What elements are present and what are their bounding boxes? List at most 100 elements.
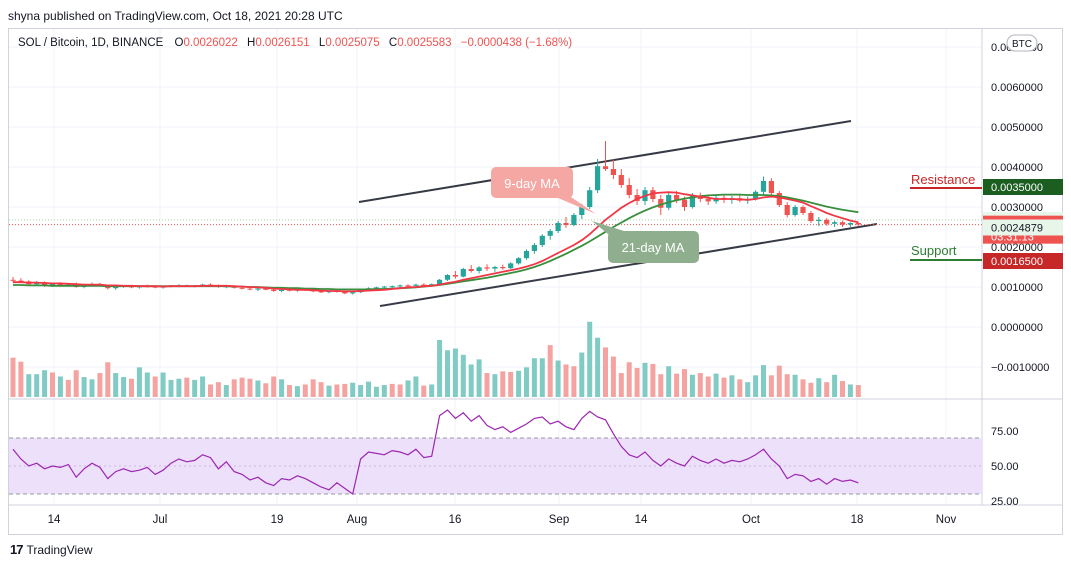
volume-bar — [855, 385, 861, 397]
rsi-tick-label: 75.00 — [991, 426, 1019, 438]
volume-bar — [231, 379, 237, 397]
volume-bar — [184, 377, 190, 397]
volume-bar — [674, 373, 680, 397]
candle-body — [342, 291, 348, 294]
candle-body — [634, 195, 640, 201]
candle-body — [468, 269, 474, 271]
volume-bar — [555, 360, 561, 397]
volume-bar — [136, 367, 142, 397]
volume-bar — [34, 374, 40, 397]
candlesticks — [10, 141, 861, 295]
candle-body — [247, 288, 253, 290]
ma21-callout-pointer — [592, 221, 624, 234]
candle-body — [650, 190, 656, 199]
candle-body — [547, 231, 553, 236]
candle-body — [57, 283, 63, 286]
volume-bar — [697, 373, 703, 397]
candle-body — [800, 207, 806, 213]
x-tick-label: 14 — [48, 514, 61, 526]
volume-bar — [768, 375, 774, 397]
volume-bar — [366, 381, 371, 397]
volume-bar — [152, 376, 158, 397]
volume-bar — [263, 383, 269, 397]
legend-close-label: C — [389, 37, 397, 49]
candle-body — [452, 275, 458, 277]
y-tick-label: 0.0000000 — [991, 322, 1043, 334]
candle-body — [531, 245, 537, 251]
volume-bar — [18, 361, 24, 397]
volume-bar — [689, 374, 695, 397]
volume-bar — [626, 362, 632, 397]
currency-badge[interactable] — [1006, 34, 1038, 52]
volume-bar — [761, 365, 766, 397]
volume-bar — [255, 380, 261, 397]
price-tag — [983, 219, 1063, 236]
moving-averages — [13, 191, 859, 293]
volume-bar — [658, 374, 664, 397]
candle-body — [405, 285, 411, 287]
candle-body — [279, 289, 285, 291]
volume-bar — [531, 358, 537, 397]
y-tick-label: 0.0040000 — [991, 162, 1043, 174]
x-tick-label: Nov — [936, 514, 957, 526]
chart-frame[interactable] — [8, 28, 1063, 535]
volume-bar — [421, 385, 427, 397]
y-tick-label: 0.0020000 — [991, 242, 1043, 254]
ma9-callout-box — [491, 167, 573, 198]
candle-body — [602, 166, 609, 169]
candle-body — [113, 286, 119, 289]
candle-body — [10, 279, 16, 281]
volume-bar — [824, 382, 830, 397]
candle-body — [555, 223, 561, 231]
candle-body — [42, 282, 48, 286]
volume-bar — [452, 348, 458, 397]
volume-bar — [215, 382, 221, 397]
candle-body — [18, 280, 24, 282]
candle-body — [832, 222, 838, 224]
volume-bar — [318, 382, 324, 397]
candle-body — [539, 235, 545, 245]
volume-bar — [271, 376, 277, 397]
legend-high: 0.0026151 — [255, 37, 309, 49]
candle-body — [413, 284, 419, 286]
volume-bar — [373, 386, 379, 397]
volume-bar — [524, 367, 529, 397]
volume-bar — [342, 383, 348, 397]
volume-bar — [713, 373, 719, 397]
candle-body — [674, 195, 680, 200]
candle-body — [508, 263, 514, 269]
volume-bar — [334, 384, 340, 397]
price-tag — [983, 253, 1063, 269]
volume-bar — [816, 378, 822, 397]
volume-bar — [729, 375, 735, 397]
ma9-line — [13, 191, 859, 293]
legend-change: −0.0000438 (−1.68%) — [461, 37, 572, 49]
support-label: Support — [911, 243, 957, 258]
volume-bar — [50, 372, 55, 397]
volume-bar — [326, 385, 332, 397]
volume-bar — [397, 384, 403, 397]
legend-low: 0.0025075 — [325, 37, 379, 49]
volume-bar — [310, 379, 316, 397]
volume-bar — [539, 358, 545, 397]
volume-bar — [287, 385, 292, 397]
volume-bar — [413, 376, 419, 397]
rsi-band-area — [9, 437, 982, 495]
candle-body — [776, 193, 782, 205]
legend-open-label: O — [175, 37, 184, 49]
candle-body — [808, 213, 814, 221]
volume-bar — [808, 382, 814, 397]
volume-bar — [563, 364, 569, 397]
y-tick-label: 0.0010000 — [991, 282, 1043, 294]
tradingview-logo-icon: 17 — [10, 542, 24, 557]
volume-bar — [405, 380, 411, 397]
volume-bar — [634, 367, 640, 397]
volume-bar — [832, 374, 838, 397]
currency-badge-label: BTC — [1012, 39, 1032, 50]
candle-body — [389, 286, 395, 288]
rsi-tick-label: 25.00 — [991, 496, 1019, 508]
candle-body — [618, 175, 624, 185]
volume-bar — [239, 377, 245, 397]
candle-body — [476, 267, 482, 271]
